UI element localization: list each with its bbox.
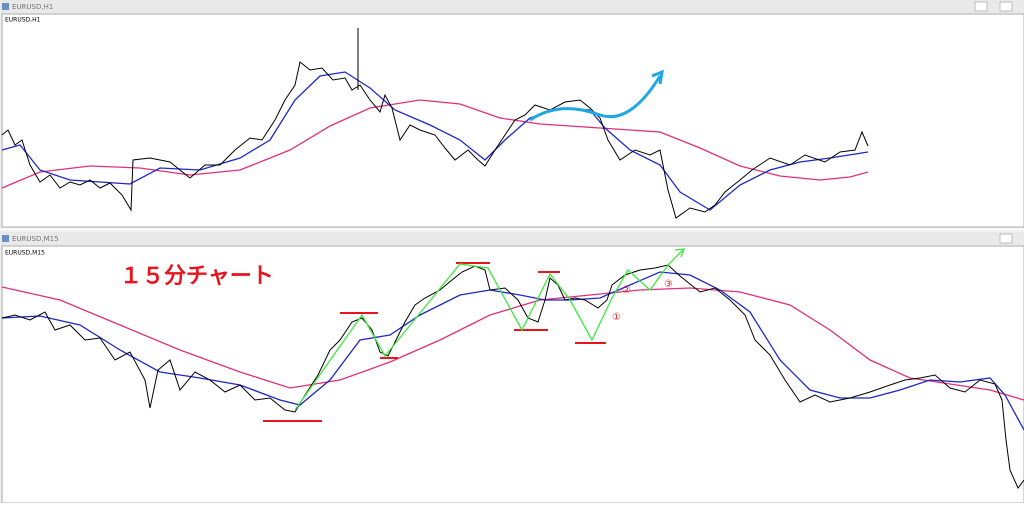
arrow-head — [651, 69, 664, 85]
window-icon — [2, 235, 9, 242]
marker: ③ — [664, 279, 673, 290]
slow-ma — [1, 286, 1024, 401]
zigzag — [294, 249, 684, 411]
maximize-button[interactable] — [999, 1, 1013, 12]
price — [1, 61, 869, 219]
title-bar — [0, 0, 1024, 13]
chart-label: EURUSD,H1 — [5, 17, 41, 24]
marker: ① — [612, 312, 621, 323]
window-title: EURUSD,M15 — [12, 235, 59, 243]
chart-label: EURUSD,M15 — [5, 250, 45, 257]
chart-heading: １５分チャート — [120, 264, 274, 289]
markers: ① ② ③ — [612, 279, 673, 323]
arrow-head — [674, 248, 685, 258]
fast-ma — [1, 71, 869, 211]
level-lines — [263, 262, 606, 422]
price — [1, 264, 1024, 489]
title-bar — [0, 232, 1024, 245]
window-title: EURUSD,H1 — [12, 3, 53, 11]
forecast-arrow — [529, 75, 662, 122]
window-icon — [2, 3, 9, 10]
marker: ② — [622, 285, 631, 296]
fast-ma — [1, 271, 1024, 431]
minimize-button[interactable] — [974, 1, 988, 12]
minimize-button[interactable] — [999, 233, 1013, 244]
